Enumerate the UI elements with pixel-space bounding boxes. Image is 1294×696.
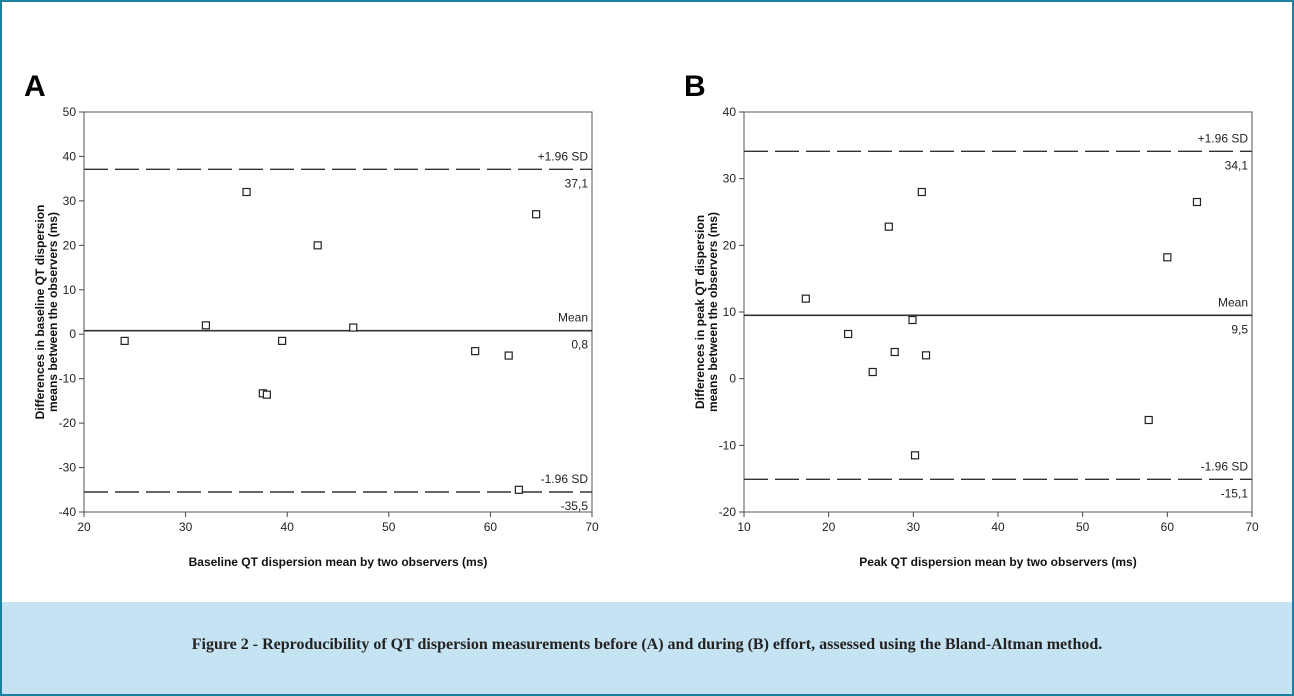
data-point [471, 347, 480, 356]
y-tick-label: -10 [59, 372, 77, 386]
x-tick-label: 30 [179, 520, 193, 534]
mean-line-label: Mean [558, 311, 588, 325]
y-tick-label: 50 [63, 105, 77, 119]
data-point [514, 485, 523, 494]
data-point [1144, 415, 1153, 425]
data-point [278, 336, 287, 345]
y-tick-label: 30 [63, 194, 77, 208]
x-tick-label: 50 [1076, 520, 1090, 534]
data-point [917, 187, 926, 197]
data-point [262, 390, 271, 399]
y-tick-label: -30 [59, 461, 77, 475]
x-tick-label: 70 [585, 520, 599, 534]
x-tick-label: 30 [907, 520, 921, 534]
x-axis-title: Peak QT dispersion mean by two observers… [859, 555, 1136, 569]
y-tick-label: 40 [63, 149, 77, 163]
mean-line-value: 0,8 [571, 338, 588, 352]
lower-line-label: -1.96 SD [541, 472, 589, 486]
y-axis-title-line: Differences in baseline QT dispersion [33, 205, 47, 420]
upper-line-value: 34,1 [1225, 158, 1249, 172]
y-tick-label: -40 [59, 505, 77, 519]
y-tick-label: -20 [719, 505, 737, 519]
mean-line-value: 9,5 [1231, 322, 1248, 336]
data-point [884, 222, 893, 231]
x-tick-label: 50 [382, 520, 396, 534]
data-point [349, 323, 358, 332]
x-axis-title: Baseline QT dispersion mean by two obser… [189, 555, 488, 569]
figure-caption: Figure 2 - Reproducibility of QT dispers… [191, 636, 1103, 653]
y-tick-label: 20 [63, 238, 77, 252]
charts-area: A 50 40 30 20 10 0 -10 -20 -30 -40 20 30 40 50 60 70 +1.9… [2, 2, 1292, 602]
data-point [201, 321, 211, 330]
data-point [908, 315, 917, 325]
data-point [890, 347, 899, 357]
data-point [844, 329, 853, 339]
y-tick-label: 30 [723, 172, 737, 186]
y-tick-label: 10 [723, 305, 737, 319]
data-point [1192, 197, 1202, 207]
data-point [910, 451, 920, 460]
panel-letter: A [24, 70, 46, 103]
y-axis-title-line: Differences in peak QT dispersion [693, 215, 707, 409]
data-point [801, 294, 810, 303]
x-tick-label: 60 [484, 520, 498, 534]
y-tick-label: 10 [63, 283, 77, 297]
data-point [1163, 253, 1172, 262]
data-point [504, 351, 513, 360]
x-tick-label: 20 [822, 520, 836, 534]
x-tick-label: 40 [991, 520, 1005, 534]
y-tick-label: 40 [723, 105, 737, 119]
data-point [120, 336, 129, 345]
x-tick-label: 20 [77, 520, 91, 534]
plot-frame [83, 111, 593, 513]
upper-line-label: +1.96 SD [1198, 131, 1249, 145]
lower-line-value: -35,5 [561, 499, 589, 513]
x-tick-label: 60 [1161, 520, 1175, 534]
x-tick-label: 70 [1245, 520, 1259, 534]
y-tick-label: 0 [69, 327, 76, 341]
data-point [868, 367, 877, 377]
y-axis-title-line: means between the observers (ms) [706, 212, 720, 412]
panel-letter: B [684, 70, 706, 103]
x-tick-label: 40 [281, 520, 295, 534]
y-tick-label: -10 [719, 438, 737, 452]
caption-band: Figure 2 - Reproducibility of QT dispers… [2, 602, 1292, 694]
data-point [921, 351, 931, 360]
x-tick-label: 10 [737, 520, 751, 534]
lower-line-label: -1.96 SD [1201, 459, 1249, 473]
plot-frame [743, 111, 1253, 513]
upper-line-value: 37,1 [565, 176, 589, 190]
y-tick-label: 20 [723, 238, 737, 252]
y-tick-label: -20 [59, 416, 77, 430]
y-axis-title-line: means between the observers (ms) [46, 212, 60, 412]
data-point [313, 241, 322, 250]
lower-line-value: -15,1 [1221, 486, 1249, 500]
mean-line-label: Mean [1218, 295, 1248, 309]
data-point [532, 210, 541, 219]
y-tick-label: 0 [729, 372, 736, 386]
data-point [242, 187, 251, 197]
upper-line-label: +1.96 SD [538, 149, 589, 163]
